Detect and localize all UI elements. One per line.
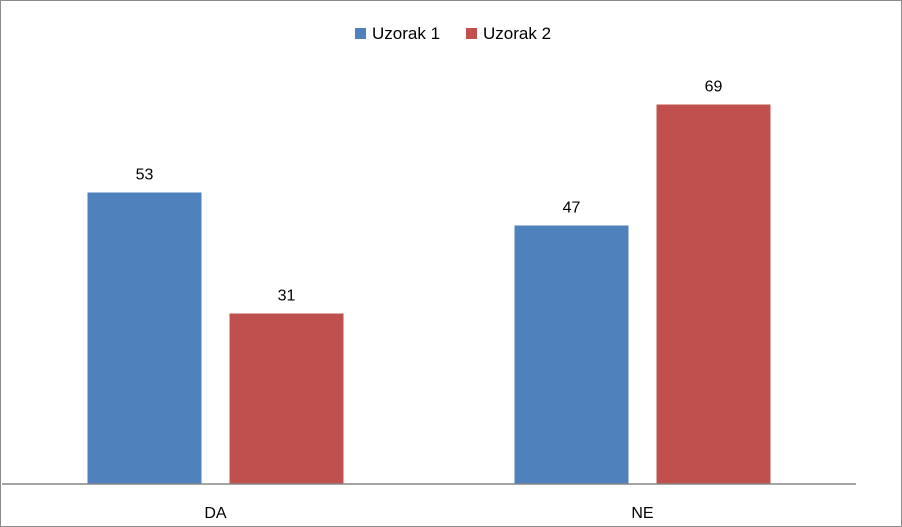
legend-swatch-series-1 <box>355 28 366 39</box>
data-labels: 53 31 47 69 <box>136 79 723 305</box>
data-label-da-series-2: 31 <box>278 288 296 305</box>
bars <box>87 104 771 484</box>
legend-label-series-2: Uzorak 2 <box>483 24 551 43</box>
bar-ne-series-2 <box>656 104 771 484</box>
data-label-da-series-1: 53 <box>136 167 154 184</box>
bar-da-series-1 <box>87 192 202 484</box>
data-label-ne-series-2: 69 <box>705 79 723 96</box>
bar-da-series-2 <box>229 313 344 484</box>
legend: Uzorak 1 Uzorak 2 <box>355 24 551 43</box>
x-axis-tick-labels: DA NE <box>204 505 653 522</box>
x-tick-label-da: DA <box>204 505 227 522</box>
legend-label-series-1: Uzorak 1 <box>372 24 440 43</box>
bar-ne-series-1 <box>514 225 629 484</box>
legend-swatch-series-2 <box>466 28 477 39</box>
x-tick-label-ne: NE <box>631 505 653 522</box>
data-label-ne-series-1: 47 <box>563 200 581 217</box>
